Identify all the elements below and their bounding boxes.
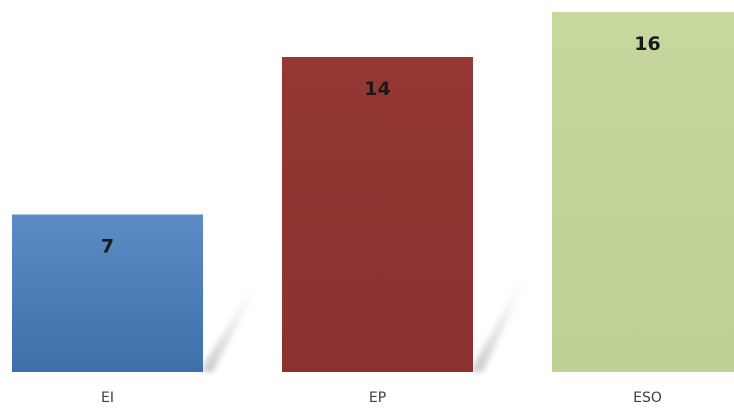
category-label-ei: EI — [101, 390, 114, 406]
bar-shadow-ei — [203, 285, 255, 372]
bar-eso — [552, 12, 734, 372]
category-label-eso: ESO — [633, 390, 662, 406]
bar-ep — [282, 57, 473, 372]
bar-shadows — [203, 277, 525, 372]
value-labels-group: 7 14 16 — [101, 33, 661, 258]
category-label-ep: EP — [369, 390, 386, 406]
data-label-ep: 14 — [364, 78, 390, 100]
bar-shadow-ep — [473, 277, 525, 372]
data-label-ei: 7 — [101, 236, 114, 258]
bar-ei — [12, 214, 203, 372]
bars-group — [12, 12, 734, 372]
data-label-eso: 16 — [634, 33, 660, 55]
category-labels-group: EI EP ESO — [101, 390, 662, 406]
